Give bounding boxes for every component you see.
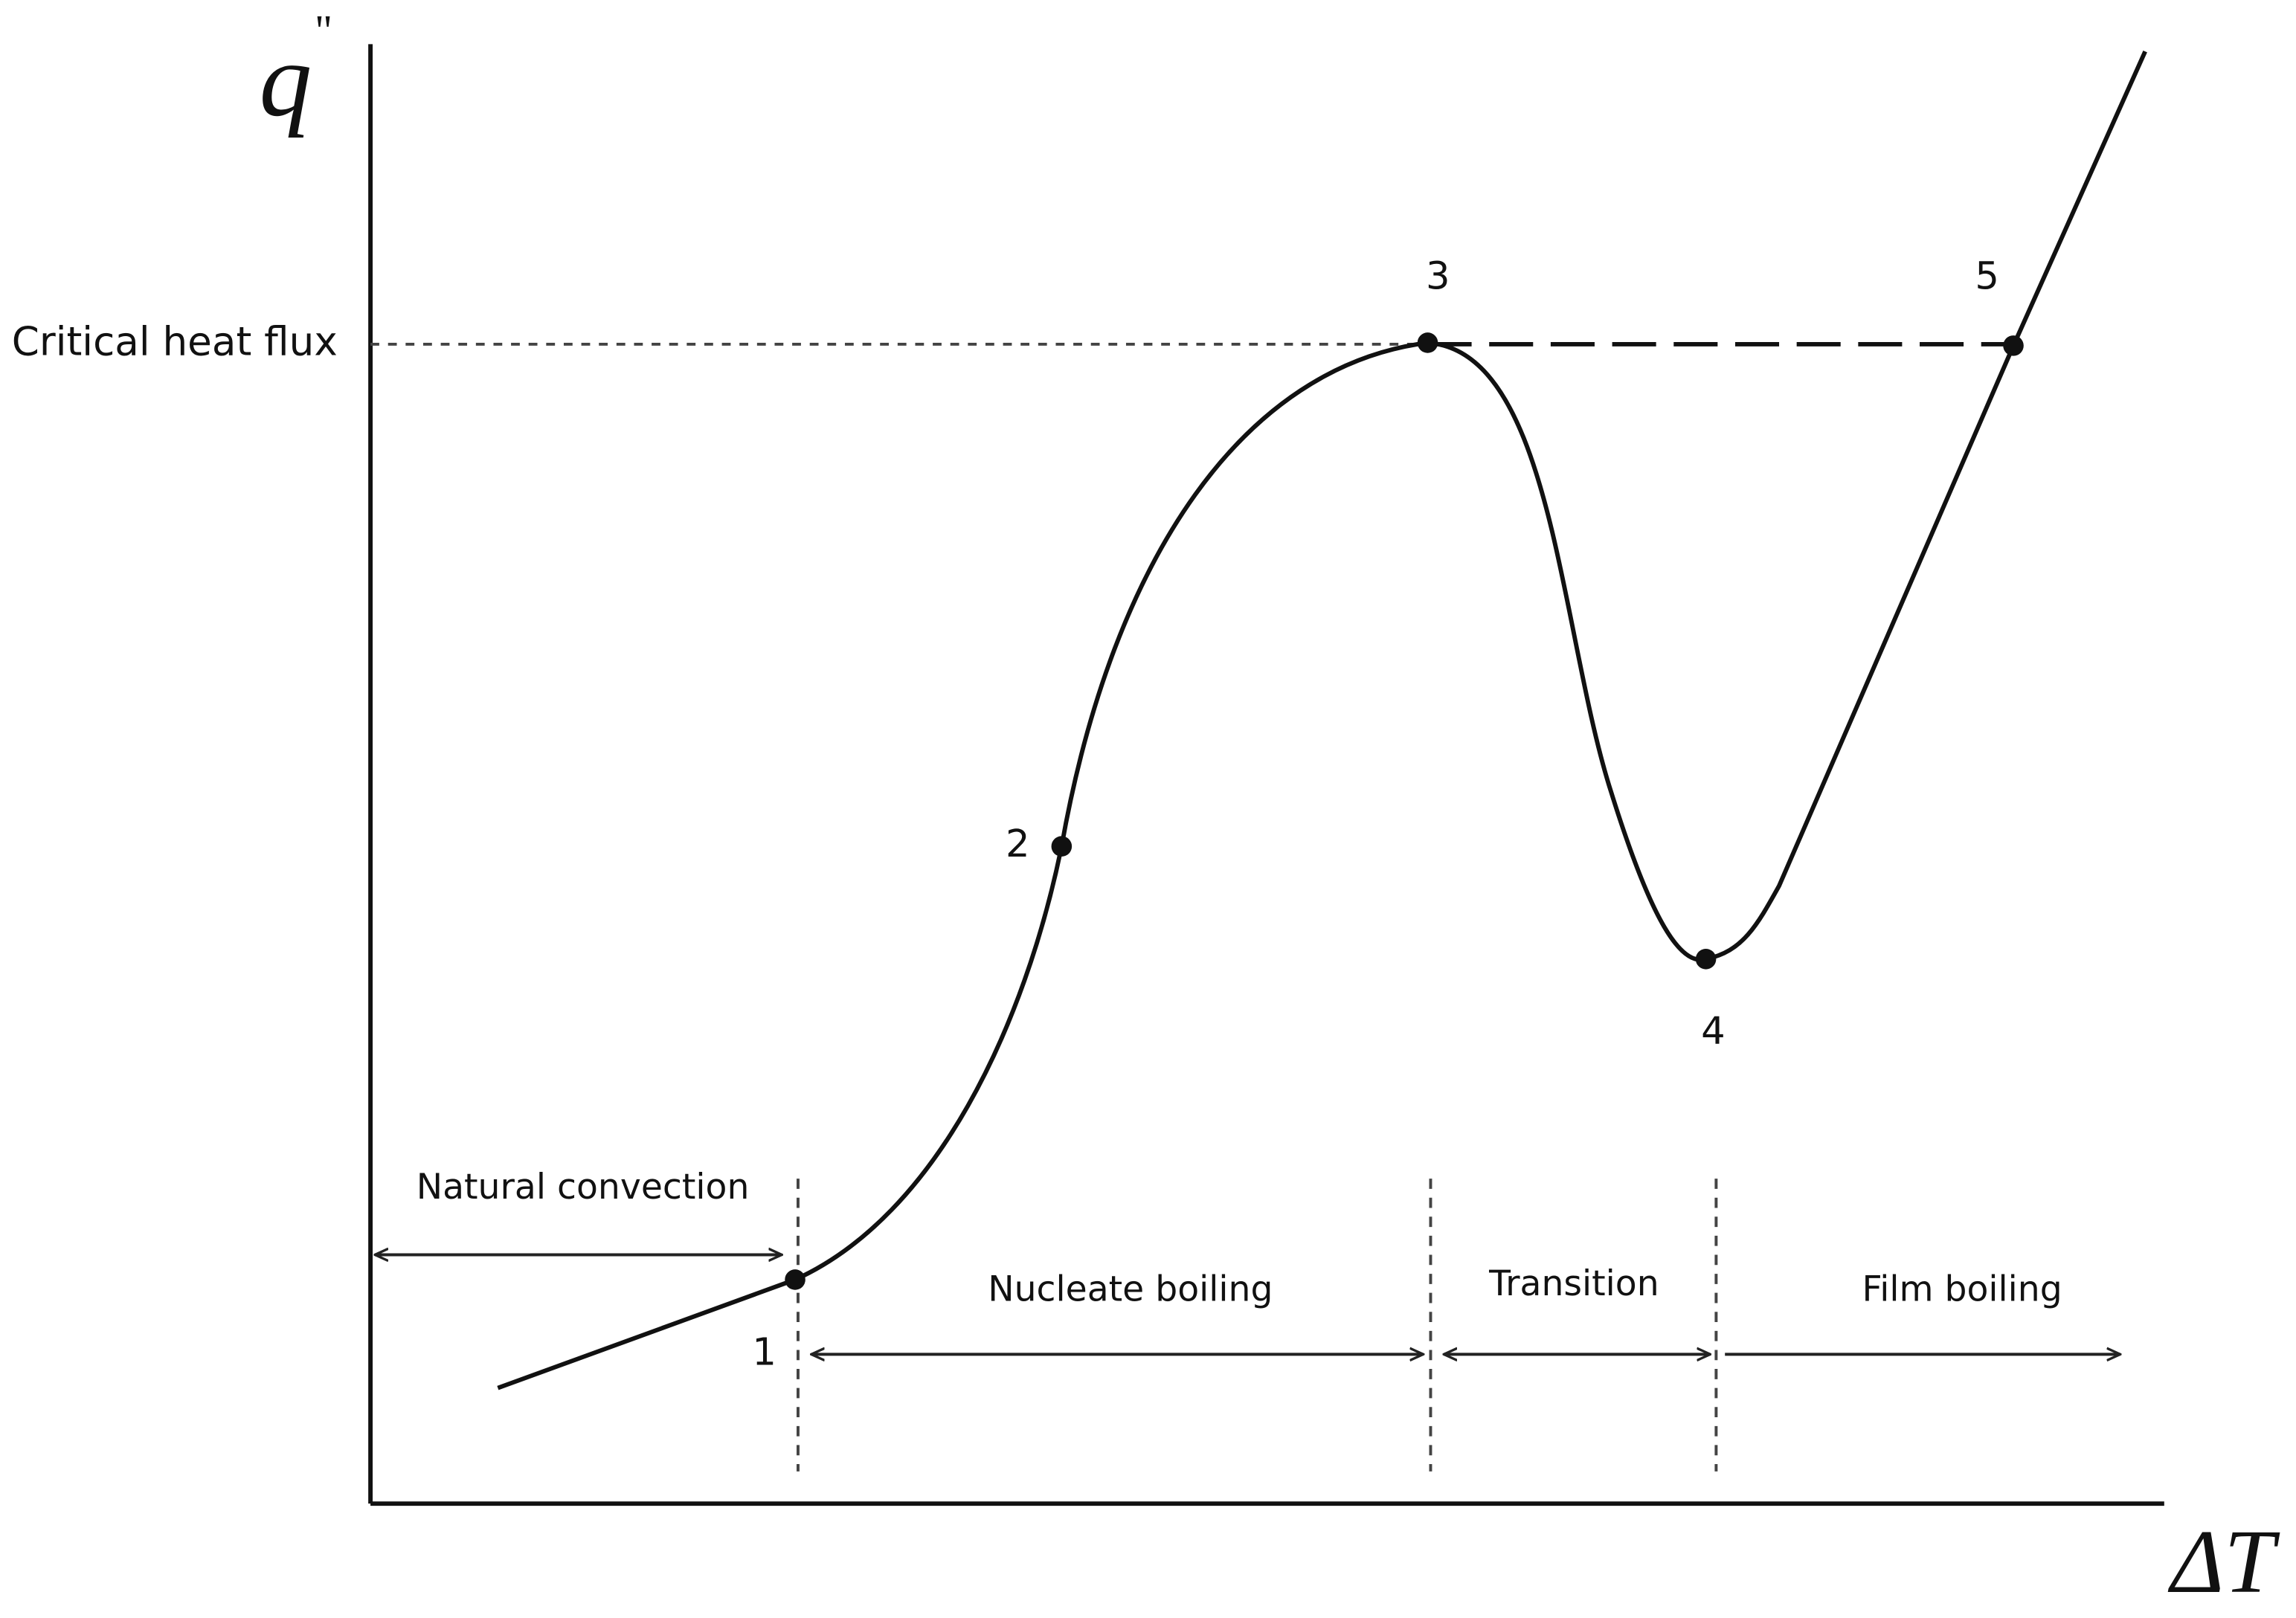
- point: [785, 1269, 805, 1290]
- y-axis-label: q: [259, 22, 312, 138]
- point: [1051, 836, 1073, 857]
- critical-heat-flux-label: Critical heat flux: [12, 319, 338, 365]
- point-label: 2: [1006, 822, 1030, 866]
- y-axis-label-mark: ": [315, 6, 332, 55]
- region-label: Transition: [1488, 1263, 1659, 1304]
- point-label: 1: [752, 1329, 776, 1374]
- point-label: 4: [1701, 1009, 1726, 1054]
- x-axis-label: ΔT: [2167, 1512, 2281, 1612]
- region-label: Nucleate boiling: [988, 1269, 1273, 1310]
- region-label: Film boiling: [1862, 1269, 2062, 1310]
- point: [1417, 332, 1438, 353]
- point-label: 5: [1975, 254, 1999, 298]
- point: [1695, 949, 1717, 970]
- point: [2003, 335, 2024, 356]
- region-label: Natural convection: [417, 1167, 750, 1208]
- point-label: 3: [1426, 254, 1450, 298]
